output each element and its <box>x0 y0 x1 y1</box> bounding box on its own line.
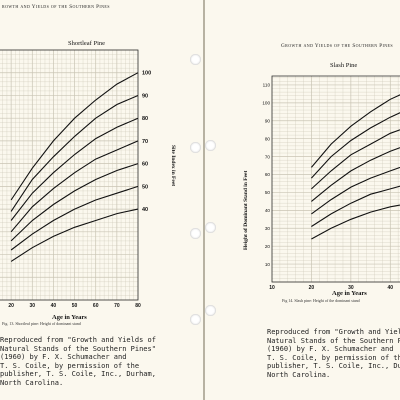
x-tick-label: 40 <box>388 285 394 291</box>
x-tick-label: 40 <box>51 303 57 309</box>
left-chart: 4050607080901001020304050607080 <box>0 49 151 309</box>
series-line-90 <box>10 94 139 212</box>
series-label-40: 40 <box>142 207 148 213</box>
x-tick-label: 80 <box>135 303 141 309</box>
y-tick-label: 40 <box>265 208 271 213</box>
right-reference-note: Reproduced from "Growth and Yields Natur… <box>267 328 400 379</box>
left-x-axis-label: Age in Years <box>52 314 87 321</box>
x-tick-label: 20 <box>309 285 315 291</box>
series-label-60: 60 <box>142 162 148 168</box>
y-tick-label: 80 <box>265 136 271 141</box>
series-line-90 <box>310 112 400 179</box>
x-tick-label: 50 <box>72 303 78 309</box>
y-tick-label: 30 <box>265 226 271 231</box>
x-tick-label: 70 <box>114 303 120 309</box>
right-chart-title: Slash Pine <box>330 62 358 69</box>
x-tick-label: 30 <box>30 303 36 309</box>
series-label-80: 80 <box>142 116 148 122</box>
left-chart-title: Shortleaf Pine <box>68 40 106 47</box>
y-tick-label: 60 <box>265 172 271 177</box>
series-line-100 <box>310 94 400 168</box>
punch-hole <box>205 140 216 151</box>
right-chart: 10 20 30 40 10 20 30 40 50 60 70 80 90 100 110 <box>262 75 400 291</box>
plot-frame <box>0 49 139 301</box>
left-figure-caption: Fig. 13. Shortleaf pine: Height of domin… <box>2 321 81 326</box>
x-tick-label: 10 <box>269 285 275 291</box>
series-line-80 <box>311 129 400 190</box>
punch-hole <box>190 142 201 153</box>
right-x-axis-label: Age in Years <box>332 290 367 297</box>
y-tick-label: 10 <box>265 262 271 267</box>
series-line-80 <box>10 117 139 221</box>
x-tick-label: 30 <box>348 285 354 291</box>
right-page-header: Growth and Yields of the Southern Pines <box>281 43 393 49</box>
y-tick-label: 90 <box>265 118 271 123</box>
left-page-header: rowth and Yields of the Southern Pines <box>2 4 110 10</box>
x-tick-label: 60 <box>93 303 99 309</box>
series-label-90: 90 <box>142 93 148 99</box>
y-tick-label: 50 <box>265 190 271 195</box>
plot-frame <box>271 75 400 283</box>
series-line-50 <box>10 185 139 251</box>
left-y2-axis-label: Site Index in Feet <box>170 145 176 187</box>
punch-hole <box>190 228 201 239</box>
punch-hole <box>190 54 201 65</box>
series-line-60 <box>311 166 400 215</box>
series-label-70: 70 <box>142 139 148 145</box>
series-line-70 <box>10 140 139 233</box>
book-gutter <box>203 0 205 400</box>
right-page: Growth and Yields of the Southern Pines … <box>205 0 400 400</box>
series-line-70 <box>311 147 400 202</box>
series-line-100 <box>10 72 139 201</box>
left-reference-note: Reproduced from "Growth and Yields of Na… <box>0 336 156 387</box>
series-line-40 <box>311 204 400 240</box>
y-tick-label: 100 <box>262 101 270 106</box>
left-page: rowth and Yields of the Southern Pines S… <box>0 0 203 400</box>
right-y-axis-label: Height of Dominant Stand in Feet <box>243 170 249 250</box>
right-figure-caption: Fig 14. Slash pine: Height of the domina… <box>282 298 360 303</box>
y-tick-label: 110 <box>263 83 271 88</box>
punch-hole <box>205 305 216 316</box>
series-label-100: 100 <box>142 71 151 77</box>
series-line-40 <box>10 208 139 262</box>
series-line-60 <box>10 163 139 242</box>
series-label-50: 50 <box>142 184 148 190</box>
punch-hole <box>205 222 216 233</box>
x-tick-label: 20 <box>8 303 14 309</box>
punch-hole <box>190 314 201 325</box>
series-line-50 <box>311 185 400 227</box>
y-tick-label: 20 <box>265 244 271 249</box>
y-tick-label: 70 <box>265 154 271 159</box>
